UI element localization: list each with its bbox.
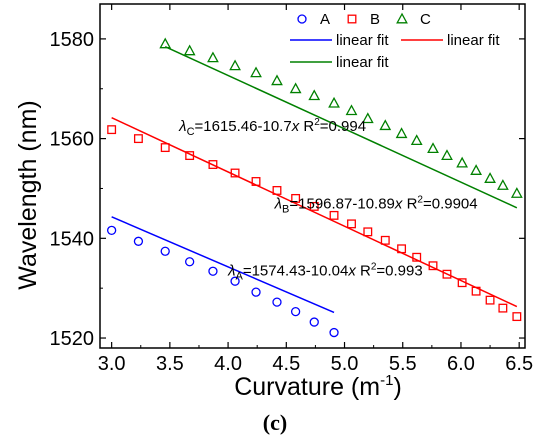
data-point-B	[442, 269, 452, 279]
data-point-C	[441, 149, 453, 161]
data-point-C	[456, 156, 469, 168]
data-point-B	[291, 193, 301, 203]
data-point-C	[470, 164, 482, 175]
data-point-C	[328, 96, 340, 108]
x-tick-label: 3.5	[156, 353, 184, 375]
y-axis-label: Wavelength (nm)	[14, 100, 42, 289]
data-point-A	[230, 276, 240, 286]
data-point-C	[229, 59, 241, 71]
data-point-B	[347, 219, 356, 229]
data-point-B	[498, 303, 508, 313]
data-point-B	[457, 278, 467, 288]
legend-fit-label-B: linear fit	[447, 32, 500, 49]
y-tick-label: 1560	[50, 129, 95, 151]
fit-line-C	[164, 46, 518, 209]
data-point-B	[412, 252, 422, 262]
x-tick-label: 5.0	[331, 353, 359, 375]
data-point-C	[207, 51, 219, 63]
series-A	[106, 216, 339, 338]
data-point-B	[329, 210, 339, 220]
data-point-B	[397, 244, 407, 254]
series-B	[107, 116, 522, 322]
data-point-A	[272, 297, 282, 307]
data-point-B	[230, 168, 240, 178]
data-point-B	[185, 151, 195, 161]
y-tick-label: 1540	[50, 228, 95, 250]
x-tick-label: 6.0	[447, 353, 475, 375]
legend-label-C: C	[420, 11, 431, 28]
plot-frame	[99, 3, 526, 349]
data-point-C	[308, 89, 321, 101]
equation-C: λC=1615.46-10.7x R2=0.994	[178, 117, 366, 138]
data-point-B	[380, 235, 390, 245]
data-point-B	[363, 227, 373, 237]
legend-fit-label-A: linear fit	[336, 32, 389, 49]
data-point-C	[427, 142, 439, 154]
data-point-A	[208, 266, 218, 276]
legend-label-B: B	[370, 11, 380, 28]
axes-layer: 3.0 3.5 4.0 4.5 5.0 5.5 6.0 6.5 1520 1540 1560 1580	[50, 3, 533, 375]
data-point-B	[309, 201, 319, 211]
data-point-B	[485, 295, 495, 305]
data-point-A	[309, 317, 319, 327]
series-C	[159, 37, 523, 209]
data-point-B	[428, 261, 438, 271]
x-tick-label: 4.0	[214, 353, 242, 375]
data-point-C	[183, 44, 196, 56]
data-point-B	[208, 160, 218, 169]
legend-fit-label-C: linear fit	[336, 54, 389, 71]
legend-marker-A	[297, 14, 307, 24]
legend-marker-C	[396, 12, 408, 24]
y-tick-label: 1520	[50, 328, 95, 350]
data-point-C	[484, 172, 496, 183]
figure-caption: (c)	[263, 410, 287, 435]
data-point-B	[160, 143, 170, 153]
data-point-C	[289, 82, 302, 94]
y-tick-label: 1580	[50, 29, 95, 51]
data-point-A	[160, 246, 170, 256]
data-point-B	[471, 286, 481, 296]
equation-A: λA=1574.43-10.04x R2=0.993	[227, 262, 423, 283]
data-point-C	[379, 119, 392, 131]
data-point-A	[106, 225, 117, 235]
data-point-A	[290, 306, 301, 317]
data-point-C	[395, 127, 408, 139]
fit-line-B	[111, 116, 518, 308]
data-point-B	[107, 125, 117, 135]
data-point-C	[361, 112, 374, 124]
fit-line-A	[111, 216, 335, 314]
data-point-C	[271, 74, 283, 86]
x-axis-label-superscript: -1	[380, 372, 393, 389]
x-tick-label: 5.5	[389, 353, 417, 375]
x-axis-label-main: Curvature (m	[234, 373, 380, 401]
data-point-C	[496, 179, 509, 190]
series-layer	[106, 37, 523, 338]
data-point-B	[512, 312, 522, 322]
data-point-A	[185, 257, 195, 267]
data-point-B	[251, 177, 261, 186]
equation-B: λB=1596.87-10.89x R2=0.9904	[274, 194, 478, 215]
x-tick-label: 6.5	[505, 353, 533, 375]
data-point-C	[159, 37, 172, 49]
data-point-C	[510, 187, 523, 198]
x-axis-label: Curvature (m-1)	[234, 372, 402, 401]
data-point-C	[345, 104, 358, 116]
x-tick-label: 4.5	[272, 353, 300, 375]
data-point-C	[410, 134, 423, 146]
legend-label-A: A	[320, 11, 330, 28]
x-axis-label-close: )	[393, 373, 401, 401]
equation-annotations: λC=1615.46-10.7x R2=0.994 λB=1596.87-10.8…	[178, 117, 477, 283]
data-point-A	[133, 236, 144, 246]
data-point-A	[251, 287, 261, 297]
data-point-B	[133, 134, 143, 144]
data-point-C	[250, 66, 262, 78]
data-point-A	[329, 327, 339, 338]
legend-marker-B	[347, 14, 357, 24]
data-point-B	[272, 186, 282, 195]
x-tick-label: 3.0	[98, 353, 126, 375]
